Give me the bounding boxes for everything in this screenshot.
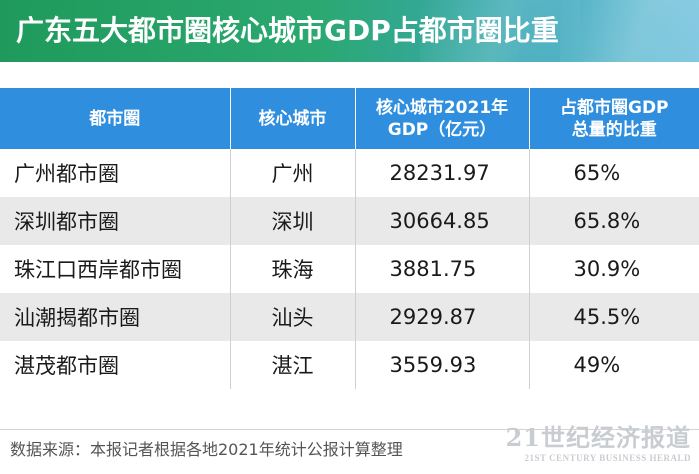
data-table: 都市圈 核心城市 核心城市2021年 GDP（亿元） 占都市圈GDP 总量的比重 广州都市… (0, 88, 699, 389)
table-row: 湛茂都市圈 湛江 3559.93 49% (0, 341, 699, 389)
cell-gdp: 2929.87 (355, 293, 530, 341)
footer-divider (0, 429, 699, 430)
source-note: 数据来源：本报记者根据各地2021年统计公报计算整理 (10, 440, 403, 459)
cell-core-city: 深圳 (230, 197, 356, 245)
cell-region: 深圳都市圈 (0, 197, 231, 245)
header-region: 都市圈 (0, 88, 231, 149)
cell-gdp: 30664.85 (355, 197, 530, 245)
table-row: 珠江口西岸都市圈 珠海 3881.75 30.9% (0, 245, 699, 293)
cell-share: 30.9% (529, 245, 699, 293)
cell-gdp: 3881.75 (355, 245, 530, 293)
cell-region: 广州都市圈 (0, 149, 231, 197)
cell-region: 湛茂都市圈 (0, 341, 231, 389)
cell-core-city: 湛江 (230, 341, 356, 389)
cell-region: 汕潮揭都市圈 (0, 293, 231, 341)
header-share: 占都市圈GDP 总量的比重 (529, 88, 699, 149)
cell-share: 45.5% (529, 293, 699, 341)
banner-stripe (560, 0, 699, 62)
cell-gdp: 3559.93 (355, 341, 530, 389)
watermark-logo: 21世纪经济报道 21ST CENTURY BUSINESS HERALD (506, 424, 691, 464)
cell-core-city: 广州 (230, 149, 356, 197)
cell-share: 65% (529, 149, 699, 197)
cell-share: 49% (529, 341, 699, 389)
watermark-cn: 21世纪经济报道 (505, 423, 691, 452)
chart-title: 广东五大都市圈核心城市GDP占都市圈比重 (16, 14, 559, 47)
table-body: 广州都市圈 广州 28231.97 65% 深圳都市圈 深圳 30664.85 65.8% 珠江… (0, 149, 699, 389)
cell-region: 珠江口西岸都市圈 (0, 245, 231, 293)
title-banner: 广东五大都市圈核心城市GDP占都市圈比重 (0, 0, 699, 62)
cell-share: 65.8% (529, 197, 699, 245)
table-row: 广州都市圈 广州 28231.97 65% (0, 149, 699, 197)
cell-core-city: 汕头 (230, 293, 356, 341)
header-row: 都市圈 核心城市 核心城市2021年 GDP（亿元） 占都市圈GDP 总量的比重 (0, 88, 699, 149)
header-core-city: 核心城市 (230, 88, 356, 149)
cell-gdp: 28231.97 (355, 149, 530, 197)
table-row: 深圳都市圈 深圳 30664.85 65.8% (0, 197, 699, 245)
cell-core-city: 珠海 (230, 245, 356, 293)
header-gdp: 核心城市2021年 GDP（亿元） (355, 88, 530, 149)
watermark-en: 21ST CENTURY BUSINESS HERALD (524, 453, 691, 463)
banner-stripe (420, 0, 580, 62)
table-row: 汕潮揭都市圈 汕头 2929.87 45.5% (0, 293, 699, 341)
